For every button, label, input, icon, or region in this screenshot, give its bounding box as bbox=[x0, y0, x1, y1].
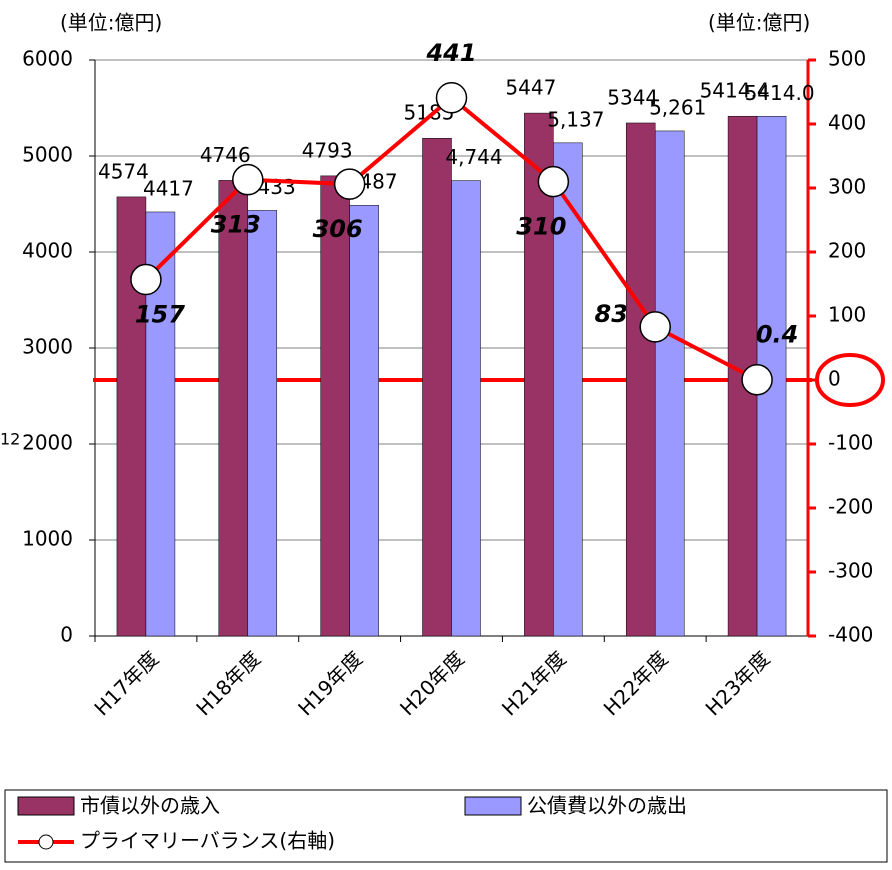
y2-tick-label: -100 bbox=[828, 431, 873, 455]
y-tick-label: 3000 bbox=[22, 335, 73, 359]
value-label: 5447 bbox=[505, 76, 556, 100]
y2-tick-label: -400 bbox=[828, 623, 873, 647]
bar bbox=[422, 137, 452, 637]
line-marker bbox=[639, 311, 671, 343]
x-tick-label: H18年度 bbox=[191, 646, 265, 720]
y2-tick-label: -300 bbox=[828, 559, 873, 583]
y2-tick-label: 400 bbox=[828, 111, 866, 135]
x-tick-label: H17年度 bbox=[89, 646, 163, 720]
annotation: 12 bbox=[0, 430, 20, 449]
legend-label: プライマリーバランス(右軸) bbox=[80, 829, 335, 853]
bar bbox=[247, 210, 278, 637]
bar bbox=[116, 196, 147, 637]
legend-swatch bbox=[17, 796, 75, 816]
x-tick-label: H22年度 bbox=[599, 646, 673, 720]
bar bbox=[625, 122, 656, 637]
y2-tick-label: 500 bbox=[828, 47, 866, 71]
value-label: 4746 bbox=[200, 143, 251, 167]
x-tick-label: H23年度 bbox=[701, 646, 775, 720]
line-value-label: 313 bbox=[211, 211, 261, 239]
line-value-label: 306 bbox=[313, 215, 363, 243]
value-label: 4417 bbox=[143, 176, 194, 200]
x-tick-label: H21年度 bbox=[497, 646, 571, 720]
bar bbox=[654, 130, 685, 637]
y2-tick-label: 0 bbox=[828, 367, 841, 391]
y2-tick-label: 300 bbox=[828, 175, 866, 199]
bar bbox=[451, 180, 481, 637]
legend-swatch bbox=[38, 834, 54, 850]
line-marker bbox=[537, 165, 570, 198]
value-label: 4,744 bbox=[445, 145, 502, 169]
value-label: 5414.4 bbox=[700, 79, 770, 103]
line-value-label: 441 bbox=[425, 39, 476, 67]
value-label: 5,261 bbox=[649, 95, 706, 119]
y-tick-label: 4000 bbox=[22, 239, 73, 263]
line-value-label: 310 bbox=[516, 213, 566, 241]
bar bbox=[320, 175, 350, 637]
line-value-label: 157 bbox=[135, 301, 185, 329]
value-label: 5414.0 bbox=[745, 81, 815, 105]
legend-label: 公債費以外の歳出 bbox=[527, 794, 687, 818]
y2-tick-label: -200 bbox=[828, 495, 873, 519]
y-tick-label: 2000 bbox=[22, 431, 73, 455]
bar bbox=[553, 142, 583, 637]
x-tick-label: H20年度 bbox=[395, 646, 469, 720]
legend-box bbox=[4, 789, 888, 863]
bar bbox=[218, 180, 249, 637]
y-tick-label: 0 bbox=[60, 623, 73, 647]
value-label: 5,137 bbox=[547, 107, 604, 131]
value-label: 5344 bbox=[607, 85, 658, 109]
legend-swatch bbox=[464, 796, 522, 816]
value-label: 4793 bbox=[302, 138, 353, 162]
right-unit: (単位:億円) bbox=[708, 11, 810, 35]
value-label: 4574 bbox=[98, 159, 149, 183]
y2-tick-label: 100 bbox=[828, 303, 866, 327]
line-marker bbox=[333, 168, 366, 200]
bar bbox=[349, 204, 379, 637]
y-tick-label: 1000 bbox=[22, 527, 73, 551]
line-marker bbox=[741, 363, 773, 396]
y2-tick-label: 200 bbox=[828, 239, 866, 263]
y-tick-label: 5000 bbox=[22, 143, 73, 167]
highlight-circle bbox=[815, 353, 885, 407]
legend-label: 市債以外の歳入 bbox=[80, 794, 220, 818]
left-unit: (単位:億円) bbox=[60, 11, 162, 35]
bar bbox=[524, 112, 554, 637]
line-marker bbox=[232, 163, 264, 196]
x-tick-label: H19年度 bbox=[293, 646, 367, 720]
line-value-label: 83 bbox=[595, 300, 628, 328]
y-tick-label: 6000 bbox=[22, 47, 73, 71]
line-marker bbox=[130, 263, 162, 296]
line-value-label: 0.4 bbox=[756, 321, 799, 349]
line-marker bbox=[435, 82, 468, 114]
